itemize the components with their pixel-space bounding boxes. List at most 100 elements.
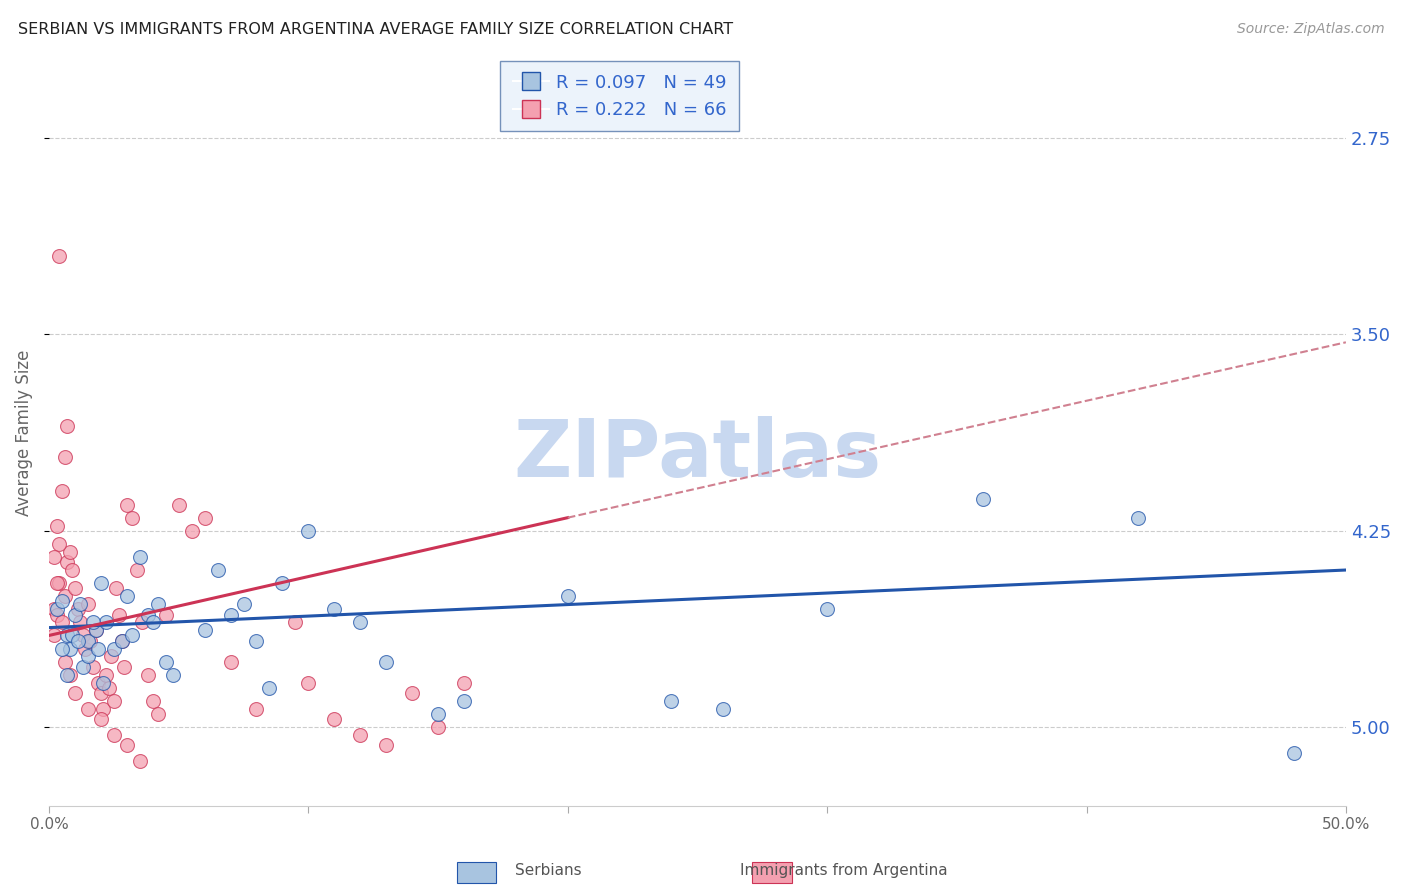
Point bbox=[77, 633, 100, 648]
Point bbox=[45, 602, 67, 616]
Point bbox=[63, 607, 86, 622]
Point bbox=[323, 712, 346, 726]
Point bbox=[453, 694, 475, 708]
Point bbox=[136, 667, 159, 681]
Point bbox=[94, 667, 117, 681]
Point bbox=[557, 589, 579, 603]
Point bbox=[56, 419, 79, 434]
Point bbox=[972, 492, 994, 507]
Point bbox=[297, 675, 319, 690]
Point bbox=[259, 681, 281, 695]
Point bbox=[105, 582, 128, 596]
Point bbox=[103, 694, 125, 708]
Point bbox=[48, 537, 70, 551]
Point bbox=[63, 686, 86, 700]
Point bbox=[112, 660, 135, 674]
Point bbox=[72, 660, 94, 674]
Point bbox=[84, 624, 107, 638]
Point bbox=[207, 563, 229, 577]
Point bbox=[90, 712, 112, 726]
Point bbox=[48, 576, 70, 591]
Point bbox=[142, 615, 165, 630]
Point bbox=[146, 706, 169, 721]
Point bbox=[56, 555, 79, 569]
Point bbox=[232, 597, 254, 611]
Point bbox=[77, 649, 100, 664]
Point bbox=[51, 641, 73, 656]
Bar bbox=[752, 862, 792, 883]
Point bbox=[155, 607, 177, 622]
Text: Immigrants from Argentina: Immigrants from Argentina bbox=[740, 863, 948, 878]
Point bbox=[245, 702, 267, 716]
Point bbox=[66, 602, 89, 616]
Point bbox=[66, 633, 89, 648]
Point bbox=[56, 667, 79, 681]
Point bbox=[127, 563, 149, 577]
Point bbox=[155, 655, 177, 669]
Point bbox=[162, 667, 184, 681]
Point bbox=[90, 576, 112, 591]
Point bbox=[59, 667, 82, 681]
Point bbox=[87, 641, 110, 656]
Point bbox=[51, 594, 73, 608]
Point bbox=[48, 249, 70, 263]
Legend: R = 0.097   N = 49, R = 0.222   N = 66: R = 0.097 N = 49, R = 0.222 N = 66 bbox=[501, 62, 740, 131]
Point bbox=[59, 544, 82, 558]
Point bbox=[427, 706, 450, 721]
Point bbox=[245, 633, 267, 648]
Point bbox=[131, 615, 153, 630]
Point bbox=[121, 628, 143, 642]
Point bbox=[194, 510, 217, 524]
Point bbox=[1128, 510, 1150, 524]
Point bbox=[427, 720, 450, 734]
Point bbox=[79, 633, 101, 648]
Point bbox=[194, 624, 217, 638]
Point bbox=[53, 655, 76, 669]
Point bbox=[75, 641, 97, 656]
Point bbox=[115, 589, 138, 603]
Point bbox=[103, 641, 125, 656]
Point bbox=[375, 739, 398, 753]
Y-axis label: Average Family Size: Average Family Size bbox=[15, 350, 32, 516]
Point bbox=[59, 641, 82, 656]
Point bbox=[56, 628, 79, 642]
Point bbox=[142, 694, 165, 708]
Point bbox=[349, 728, 371, 742]
Text: SERBIAN VS IMMIGRANTS FROM ARGENTINA AVERAGE FAMILY SIZE CORRELATION CHART: SERBIAN VS IMMIGRANTS FROM ARGENTINA AVE… bbox=[18, 22, 734, 37]
Point bbox=[711, 702, 734, 716]
Point bbox=[44, 549, 66, 564]
Point bbox=[45, 576, 67, 591]
Point bbox=[45, 607, 67, 622]
Point bbox=[93, 675, 115, 690]
Point bbox=[103, 728, 125, 742]
Point bbox=[180, 524, 202, 538]
Point bbox=[94, 615, 117, 630]
Point bbox=[323, 602, 346, 616]
Point bbox=[63, 582, 86, 596]
Point bbox=[128, 754, 150, 768]
Point bbox=[1282, 746, 1305, 760]
Point bbox=[45, 518, 67, 533]
Point bbox=[100, 649, 122, 664]
Point bbox=[167, 498, 190, 512]
Text: Serbians: Serbians bbox=[515, 863, 582, 878]
Point bbox=[375, 655, 398, 669]
Text: ZIPatlas: ZIPatlas bbox=[513, 416, 882, 494]
Point bbox=[93, 702, 115, 716]
Point bbox=[661, 694, 683, 708]
Point bbox=[110, 633, 132, 648]
Point bbox=[60, 563, 83, 577]
Point bbox=[453, 675, 475, 690]
Point bbox=[219, 607, 242, 622]
Point bbox=[82, 615, 104, 630]
Point bbox=[72, 628, 94, 642]
Point bbox=[53, 589, 76, 603]
Point bbox=[136, 607, 159, 622]
Point bbox=[110, 633, 132, 648]
Point bbox=[815, 602, 838, 616]
Point bbox=[284, 615, 307, 630]
Point bbox=[60, 628, 83, 642]
Point bbox=[82, 660, 104, 674]
Point bbox=[69, 615, 91, 630]
Point bbox=[84, 624, 107, 638]
